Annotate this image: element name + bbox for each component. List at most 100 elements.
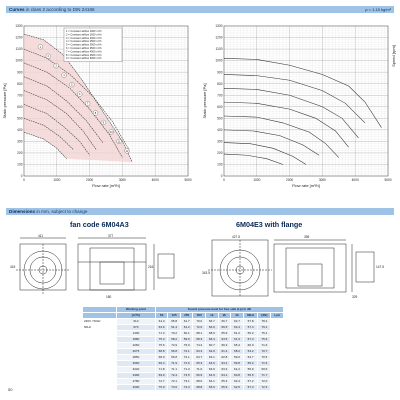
y-tick-label: 600 bbox=[17, 105, 23, 109]
curve-marker bbox=[116, 138, 122, 144]
series-line bbox=[23, 131, 67, 159]
y-tick-label: 600 bbox=[217, 105, 223, 109]
y-tick-label: 700 bbox=[217, 93, 223, 97]
x-tick-label: 2000 bbox=[86, 178, 93, 182]
fan-drawing-left: 411 377 415 216 180 bbox=[10, 234, 175, 299]
performance-chart-left: 0 1000 2000 3000 4000 5000 0 100 200 300 400 500 600… bbox=[2, 24, 192, 188]
series-line bbox=[223, 142, 307, 165]
curve-marker bbox=[92, 110, 99, 116]
left-dim-4: 216 bbox=[148, 265, 154, 269]
curves-header-band: Curves in class 2 according to DIN 24166… bbox=[6, 6, 394, 13]
curve-marker-label: 9 bbox=[103, 120, 105, 124]
fan-drawing-right: 427.5 395 343.5 329 147.5 bbox=[202, 235, 384, 299]
x-tick-label: 1000 bbox=[253, 178, 260, 182]
y-tick-label: 0 bbox=[21, 174, 23, 178]
table-column-header-row: [m³/h] 63 125 250 500 1k 2k 4k 8kHz [dB] LpA bbox=[81, 312, 284, 319]
left-dim-1: 411 bbox=[38, 234, 43, 238]
left-dim-5: 180 bbox=[106, 295, 112, 299]
curve-marker bbox=[108, 129, 114, 135]
table-row: 4090 75.0 74.6 74.3 68.8 65.9 65.9 62.5 57.3 72.3 bbox=[81, 384, 284, 391]
y-tick-label: 1000 bbox=[215, 59, 222, 63]
curve-marker bbox=[53, 63, 59, 69]
x-tick-label: 1000 bbox=[53, 178, 60, 182]
y-tick-label: 300 bbox=[217, 139, 223, 143]
table-cell: 68.8 bbox=[192, 384, 207, 391]
series-line bbox=[23, 118, 74, 150]
x-axis-label: Flow rate [m³/h] bbox=[292, 183, 320, 188]
y-axis-label: Static pressure [Pa] bbox=[2, 84, 7, 119]
right-dim-5: 147.5 bbox=[376, 265, 384, 269]
legend-item: 9 = Constant airflow 5000 m³/h bbox=[66, 56, 102, 60]
series-line bbox=[223, 153, 284, 165]
y-tick-label: 1100 bbox=[216, 47, 223, 51]
y-tick-label: 400 bbox=[217, 128, 223, 132]
curve-marker-label: 12 bbox=[126, 149, 129, 153]
y-tick-label: 300 bbox=[17, 139, 23, 143]
series-line bbox=[23, 90, 97, 150]
y-tick-label: 400 bbox=[17, 128, 23, 132]
curve-marker-label: 11 bbox=[118, 139, 121, 143]
legend-item: 2 = Constant airflow 1500 m³/h bbox=[66, 32, 102, 36]
curve-marker-label: 3 bbox=[55, 64, 57, 68]
table-cell: 57.3 bbox=[242, 384, 259, 391]
dimensions-title: Dimensions in mm, subject to change bbox=[9, 209, 88, 214]
curve-marker bbox=[100, 119, 106, 126]
y-tick-label: 500 bbox=[17, 116, 23, 120]
table-cell-model bbox=[81, 384, 118, 391]
series-line bbox=[223, 58, 382, 128]
curve-marker bbox=[37, 44, 43, 50]
curve-marker bbox=[61, 72, 67, 78]
series-line bbox=[23, 48, 130, 150]
legend-item: 4 = Constant airflow 2500 m³/h bbox=[66, 39, 102, 43]
curve-marker bbox=[45, 53, 51, 59]
table-cell: 65.9 bbox=[217, 384, 232, 391]
curve-marker-label: 2 bbox=[48, 54, 50, 58]
y-tick-label: 700 bbox=[17, 93, 23, 97]
legend-item: 1 = Constant airflow 1000 m³/h bbox=[66, 29, 102, 33]
density-note: ρ = 1.15 kg/m³ bbox=[365, 7, 391, 12]
y-tick-label: 1200 bbox=[15, 36, 22, 40]
table-row: 3490 69.9 72.4 73.5 66.9 64.9 64.1 60.8 55.5 71.7 bbox=[81, 372, 284, 379]
series-line bbox=[223, 101, 349, 148]
curve-marker-label: 6 bbox=[79, 92, 81, 96]
y-tick-label: 1000 bbox=[15, 59, 22, 63]
speed-axis-label: Speed [rpm] bbox=[391, 45, 396, 67]
x-tick-label: 4000 bbox=[152, 178, 159, 182]
curves-title: Curves in class 2 according to DIN 24166 bbox=[9, 7, 95, 12]
table-cell: 4090 bbox=[116, 384, 156, 391]
x-tick-label: 3000 bbox=[119, 178, 126, 182]
curve-marker-label: 7 bbox=[87, 102, 89, 106]
series-line bbox=[223, 115, 339, 158]
table-row: 230V / 50Hz 610 64.3 65.8 61.7 70.0 66.7 66.7 62… bbox=[81, 318, 284, 325]
left-dim-2: 377 bbox=[108, 234, 114, 238]
y-tick-label: 500 bbox=[217, 116, 223, 120]
y-tick-label: 800 bbox=[17, 82, 23, 86]
dimensions-header-band: Dimensions in mm, subject to change bbox=[6, 208, 394, 215]
table-cell: 75.0 bbox=[154, 384, 169, 391]
legend-item: 5 = Constant airflow 3000 m³/h bbox=[66, 43, 102, 47]
sound-pressure-table: Working point Sound pressure level for f… bbox=[81, 306, 285, 391]
y-tick-label: 900 bbox=[217, 70, 223, 74]
table-row: 2780 72.7 72.1 73.1 68.0 64.1 65.3 62.4 57.2 72.0 bbox=[81, 378, 284, 385]
legend-item: 6 = Constant airflow 3500 m³/h bbox=[66, 46, 102, 50]
y-tick-label: 800 bbox=[217, 82, 223, 86]
right-dim-2: 395 bbox=[304, 235, 310, 239]
legend-item: 3 = Constant airflow 2000 m³/h bbox=[66, 36, 102, 40]
y-tick-label: 1300 bbox=[215, 24, 222, 28]
x-tick-label: 0 bbox=[23, 178, 25, 182]
series-line bbox=[223, 88, 359, 139]
performance-chart-right: 0 1000 2000 3000 4000 5000 0 100 200 300 400 500 600… bbox=[202, 24, 396, 188]
table-cell: 62.5 bbox=[230, 384, 244, 391]
table-body: 230V / 50Hz 610 64.3 65.8 61.7 70.0 66.7 66.7 62… bbox=[81, 318, 284, 391]
left-drawing-title: fan code 6M04A3 bbox=[70, 220, 129, 229]
series-line bbox=[223, 74, 366, 124]
curve-marker bbox=[69, 82, 75, 88]
curve-marker-label: 8 bbox=[95, 111, 97, 115]
table-col-header: LpA bbox=[270, 312, 284, 319]
y-tick-label: 200 bbox=[217, 151, 223, 155]
right-dim-4: 329 bbox=[352, 295, 358, 299]
curve-marker-label: 1 bbox=[40, 45, 42, 49]
table-row: 50Hz 970 63.6 61.4 61.2 72.6 66.9 66.5 63.4 57.4 7… bbox=[81, 324, 284, 331]
x-tick-label: 0 bbox=[223, 178, 225, 182]
table-row: 1400 71.3 70.2 60.1 68.1 68.9 65.9 61.2 55.2 75.1 bbox=[81, 330, 284, 337]
